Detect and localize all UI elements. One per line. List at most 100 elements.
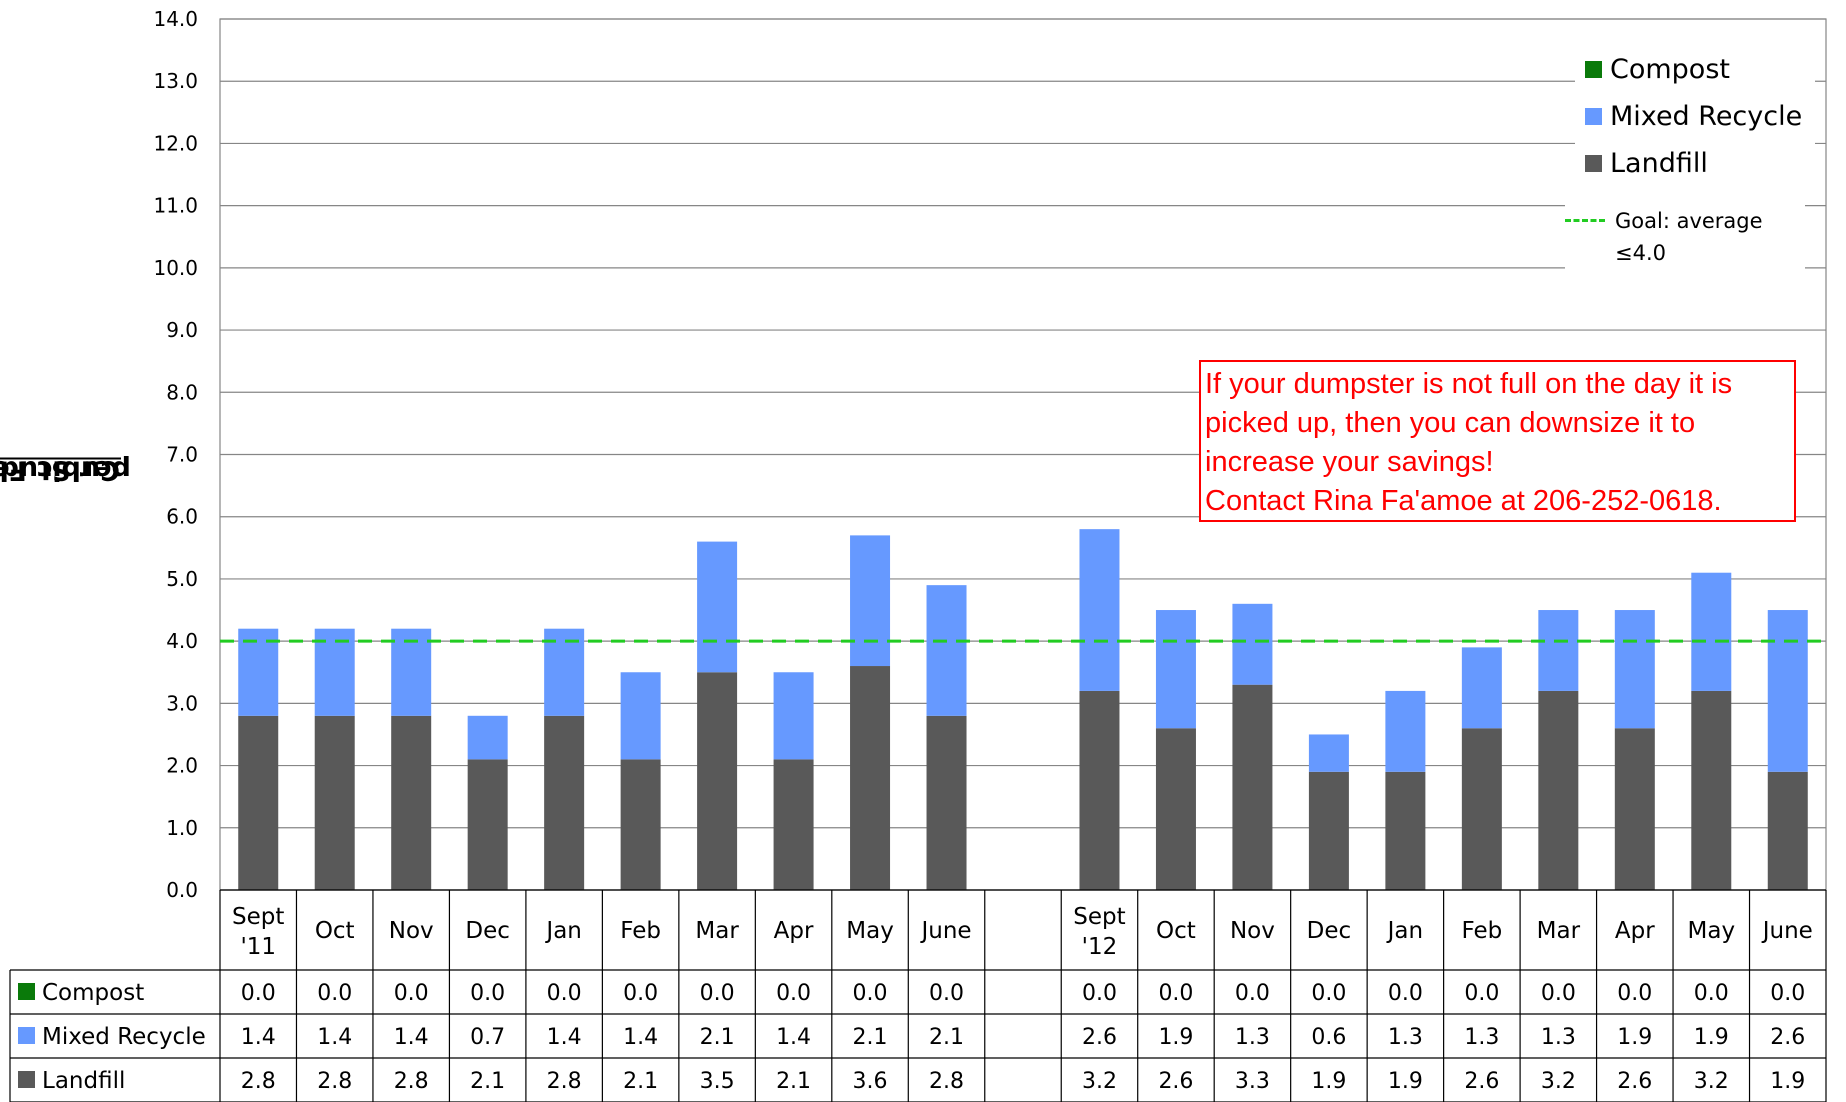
data-label: 0.0: [547, 981, 582, 1006]
goal-legend-line2: ≤4.0: [1615, 241, 1666, 265]
bar-mixed-recycle: [467, 715, 508, 760]
x-tick-label: '11: [240, 934, 276, 960]
data-label: 1.4: [623, 1025, 658, 1050]
table-row-compost-swatch: [18, 983, 35, 1000]
data-label: 1.3: [1541, 1025, 1576, 1050]
data-label: 2.1: [776, 1069, 811, 1094]
data-label: 1.4: [776, 1025, 811, 1050]
y-tick-label: 10.0: [153, 256, 198, 280]
legend-swatch-mixed-recycle: [1585, 108, 1602, 125]
y-tick-label: 9.0: [166, 318, 198, 342]
data-label: 0.6: [1311, 1025, 1346, 1050]
bar-landfill: [1614, 728, 1655, 890]
bar-mixed-recycle: [238, 628, 279, 716]
y-tick-label: 11.0: [153, 194, 198, 218]
data-label: 1.3: [1388, 1025, 1423, 1050]
data-label: 1.4: [394, 1025, 429, 1050]
data-label: 1.9: [1770, 1069, 1805, 1094]
data-label: 2.1: [700, 1025, 735, 1050]
x-tick-label: May: [1688, 918, 1736, 944]
x-tick-label: June: [1761, 918, 1813, 944]
bar-landfill: [1155, 728, 1196, 890]
bar-mixed-recycle: [544, 628, 585, 716]
x-tick-label: Feb: [620, 918, 661, 944]
bar-mixed-recycle: [620, 672, 661, 760]
data-label: 3.2: [1082, 1069, 1117, 1094]
y-tick-label: 0.0: [166, 878, 198, 902]
data-label: 2.8: [317, 1069, 352, 1094]
goal-legend-label: Goal: average ≤4.0: [1615, 205, 1795, 269]
bar-mixed-recycle: [1767, 610, 1808, 772]
data-label: 1.4: [547, 1025, 582, 1050]
x-tick-label: Oct: [315, 918, 355, 944]
data-label: 2.8: [394, 1069, 429, 1094]
data-label: 3.3: [1235, 1069, 1270, 1094]
bar-landfill: [1461, 728, 1502, 890]
data-label: 2.1: [929, 1025, 964, 1050]
y-tick-label: 4.0: [166, 629, 198, 653]
goal-legend-dash: [1565, 219, 1605, 222]
data-label: 3.2: [1541, 1069, 1576, 1094]
data-label: 0.0: [776, 981, 811, 1006]
y-tick-label: 1.0: [166, 816, 198, 840]
data-label: 0.0: [1541, 981, 1576, 1006]
x-tick-label: Oct: [1156, 918, 1196, 944]
data-label: 2.8: [241, 1069, 276, 1094]
bar-mixed-recycle: [314, 628, 355, 716]
legend-item-compost: Compost: [1585, 54, 1730, 85]
bar-landfill: [391, 715, 432, 890]
data-label: 0.0: [1464, 981, 1499, 1006]
data-label: 2.1: [623, 1069, 658, 1094]
table-row-landfill-label: Landfill: [42, 1068, 125, 1094]
y-tick-label: 3.0: [166, 691, 198, 715]
goal-legend: Goal: average ≤4.0: [1565, 205, 1805, 273]
bar-mixed-recycle: [850, 535, 891, 667]
bar-landfill: [1767, 771, 1808, 890]
legend-label-mixed-recycle: Mixed Recycle: [1610, 101, 1803, 132]
data-label: 1.9: [1388, 1069, 1423, 1094]
y-tick-label: 6.0: [166, 505, 198, 529]
x-tick-label: Apr: [1615, 918, 1655, 944]
x-tick-label: Mar: [695, 918, 739, 944]
legend-item-landfill: Landfill: [1585, 148, 1708, 179]
y-axis-label-underlined: per Student: [0, 454, 131, 486]
data-label: 0.0: [394, 981, 429, 1006]
data-label: 2.6: [1770, 1025, 1805, 1050]
data-label: 0.0: [1694, 981, 1729, 1006]
x-tick-label: Nov: [389, 918, 434, 944]
bar-landfill: [238, 715, 279, 890]
goal-legend-line1: Goal: average: [1615, 209, 1763, 233]
x-tick-label: June: [919, 918, 971, 944]
legend-label-landfill: Landfill: [1610, 148, 1708, 179]
data-label: 0.0: [1770, 981, 1805, 1006]
bar-mixed-recycle: [1308, 734, 1349, 772]
bar-mixed-recycle: [1691, 572, 1732, 691]
bar-landfill: [620, 759, 661, 890]
data-label: 3.6: [853, 1069, 888, 1094]
y-tick-label: 5.0: [166, 567, 198, 591]
data-label: 0.0: [623, 981, 658, 1006]
data-label: 2.8: [929, 1069, 964, 1094]
legend-swatch-compost: [1585, 61, 1602, 78]
data-label: 0.0: [1388, 981, 1423, 1006]
bar-mixed-recycle: [773, 672, 814, 760]
savings-note-line: Contact Rina Fa'amoe at 206-252-0618.: [1205, 485, 1722, 517]
y-tick-label: 2.0: [166, 754, 198, 778]
data-label: 2.6: [1082, 1025, 1117, 1050]
bar-landfill: [467, 759, 508, 890]
savings-note-line: If your dumpster is not full on the day …: [1205, 368, 1733, 400]
bar-mixed-recycle: [1538, 610, 1579, 691]
data-label: 1.3: [1235, 1025, 1270, 1050]
y-tick-label: 14.0: [153, 7, 198, 31]
data-label: 0.0: [1311, 981, 1346, 1006]
data-label: 1.9: [1311, 1069, 1346, 1094]
data-label: 0.0: [470, 981, 505, 1006]
data-label: 0.0: [1235, 981, 1270, 1006]
x-tick-label: Jan: [544, 918, 581, 944]
x-tick-label: Apr: [774, 918, 814, 944]
bar-mixed-recycle: [1461, 647, 1502, 729]
data-label: 1.3: [1464, 1025, 1499, 1050]
data-label: 1.4: [317, 1025, 352, 1050]
bar-mixed-recycle: [926, 585, 967, 716]
